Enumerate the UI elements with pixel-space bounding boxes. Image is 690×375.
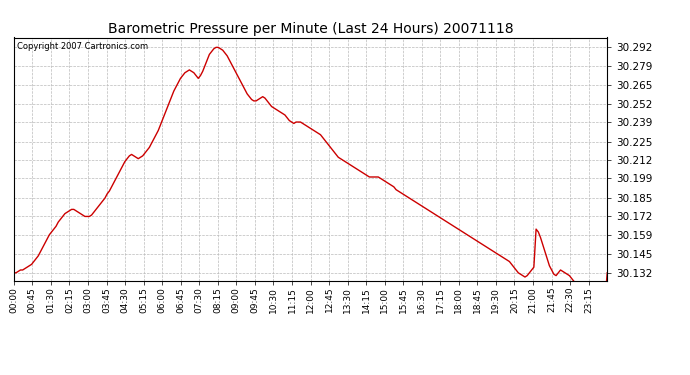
Text: Copyright 2007 Cartronics.com: Copyright 2007 Cartronics.com (17, 42, 148, 51)
Title: Barometric Pressure per Minute (Last 24 Hours) 20071118: Barometric Pressure per Minute (Last 24 … (108, 22, 513, 36)
